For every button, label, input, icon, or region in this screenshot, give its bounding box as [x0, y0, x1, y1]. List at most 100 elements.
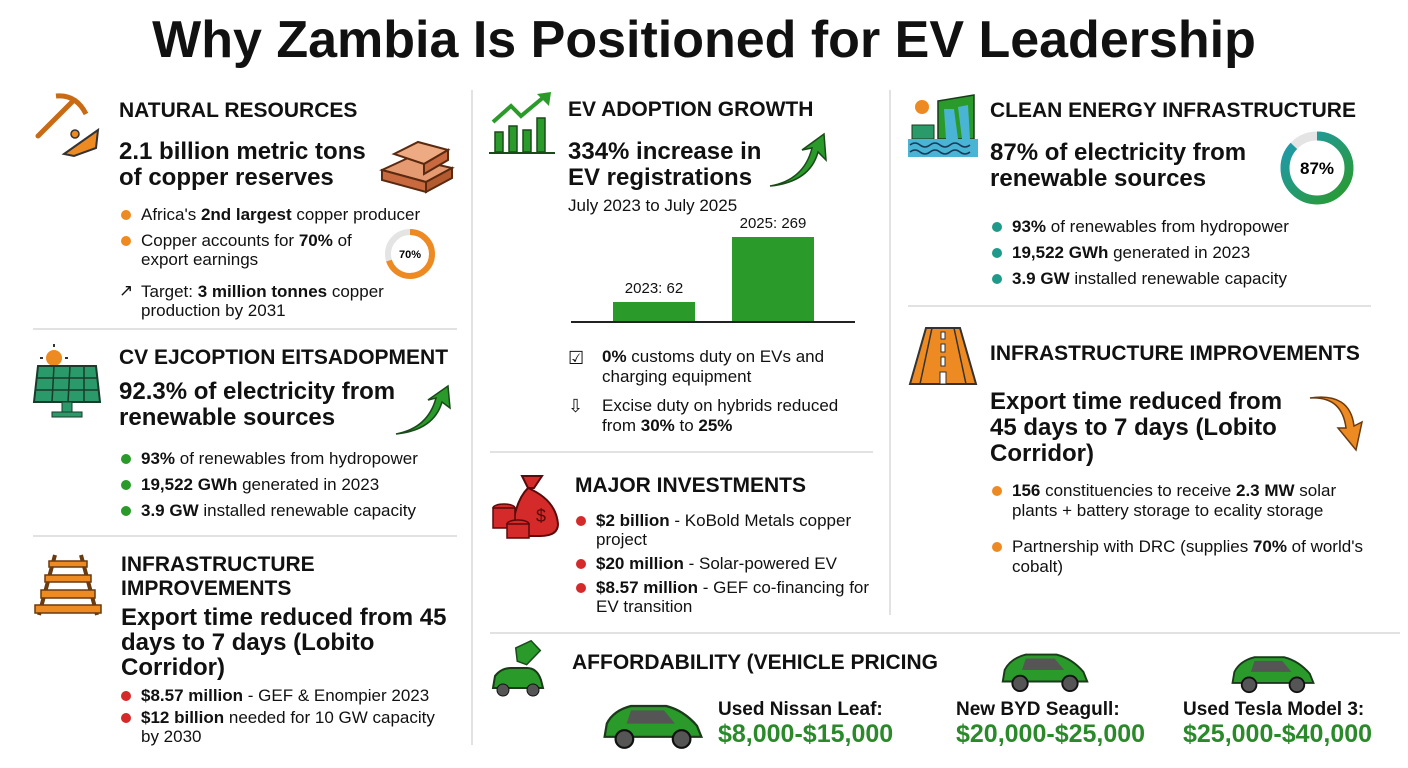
car-price-tag-icon	[491, 639, 545, 697]
text: customs duty on EVs and charging equipme…	[602, 347, 825, 386]
headline: Export time reduced from 45 days to 7 da…	[990, 388, 1283, 467]
highlight-text: 19,522 GWh	[141, 475, 238, 494]
bullet-icon	[121, 506, 131, 516]
bullet-list: Africa's 2nd largest copper producer Copp…	[119, 205, 454, 276]
bullet-icon	[576, 559, 586, 569]
highlight-text: 30%	[640, 416, 675, 435]
list-item: $12 billion needed for 10 GW capacity by…	[119, 708, 449, 746]
highlight-text: 0%	[602, 347, 627, 366]
bullet-icon	[992, 274, 1002, 284]
text: installed renewable capacity	[1069, 269, 1287, 288]
sedan-car-icon	[1208, 648, 1338, 694]
text: copper producer	[291, 205, 421, 224]
bullet-list: $2 billion - KoBold Metals copper projec…	[574, 511, 874, 621]
text: Copper accounts for	[141, 231, 299, 250]
highlight-text: 3.9 GW	[141, 501, 199, 520]
section-header: MAJOR INVESTMENTS	[575, 474, 807, 497]
section-header: NATURAL RESOURCES	[119, 99, 358, 122]
highlight-text: $20 million	[596, 554, 684, 573]
highlight-text: $2 billion	[596, 511, 670, 530]
text: of renewables from hydropower	[175, 449, 418, 468]
headline: Export time reduced from 45 days to 7 da…	[121, 604, 447, 681]
list-item: 93% of renewables from hydropower	[119, 449, 464, 468]
bullet-icon	[121, 236, 131, 246]
chart-baseline	[571, 321, 855, 323]
money-bag-icon: $	[492, 475, 560, 539]
bar-2025	[732, 237, 814, 321]
copper-ingots-icon	[379, 140, 455, 194]
highlight-text: 19,522 GWh	[1012, 243, 1109, 262]
list-item: $8.57 million - GEF & Enompier 2023	[119, 686, 449, 705]
text: copper production by 2031	[141, 282, 384, 320]
bullet-list: 93% of renewables from hydropower 19,522 …	[119, 449, 464, 527]
bullet-icon	[121, 691, 131, 701]
period: July 2023 to July 2025	[568, 196, 738, 215]
text: - KoBold Metals copper project	[596, 511, 852, 549]
text: - Solar-powered EV	[683, 554, 837, 573]
bullet-icon	[992, 248, 1002, 258]
bullet-icon	[992, 222, 1002, 232]
highlight-text: 2.3 MW	[1235, 481, 1295, 500]
column-divider	[471, 90, 473, 745]
pickaxe-icon	[35, 93, 100, 158]
highlight-text: $8.57 million	[596, 578, 699, 597]
bullet-icon	[121, 454, 131, 464]
text: installed renewable capacity	[198, 501, 416, 520]
hydro-dam-icon	[908, 94, 978, 157]
list-item: $2 billion - KoBold Metals copper projec…	[574, 511, 874, 549]
donut-70-percent: 70%	[385, 229, 435, 279]
vehicle-price: $20,000-$25,000	[956, 720, 1146, 748]
bullet-list: $8.57 million - GEF & Enompier 2023 $12 b…	[119, 686, 449, 749]
growth-arrow-icon	[769, 132, 827, 187]
headline: 92.3% of electricity from renewable sour…	[119, 378, 396, 431]
bullet-icon	[121, 713, 131, 723]
text: constituencies to receive	[1040, 481, 1236, 500]
section-header: AFFORDABILITY (VEHICLE PRICING	[572, 651, 938, 674]
highlight-text: 3 million tonnes	[197, 282, 328, 301]
vehicle-price: $8,000-$15,000	[718, 720, 894, 748]
list-item: 3.9 GW installed renewable capacity	[990, 269, 1360, 288]
vehicle-name: New BYD Seagull:	[956, 699, 1120, 720]
text: needed for 10 GW capacity by 2030	[141, 708, 435, 746]
donut-label: 70%	[399, 249, 421, 261]
list-item: $20 million - Solar-powered EV	[574, 554, 874, 573]
vehicle-price: $25,000-$40,000	[1183, 720, 1373, 748]
list-item: Copper accounts for 70% of export earnin…	[119, 231, 374, 269]
policy-item: ⇩ Excise duty on hybrids reduced from 30…	[568, 396, 868, 436]
section-header: CV EJCOPTION EITSADOPMENT	[119, 346, 449, 369]
checkbox-icon: ☑	[568, 348, 585, 368]
highlight-text: 2nd largest	[200, 205, 292, 224]
policy-list: ☑ 0% customs duty on EVs and charging eq…	[568, 347, 868, 443]
section-divider	[490, 451, 873, 453]
list-item: 3.9 GW installed renewable capacity	[119, 501, 464, 520]
down-arrow-icon: ⇩	[568, 396, 584, 416]
list-item: Africa's 2nd largest copper producer	[119, 205, 454, 224]
highlight-text: 3.9 GW	[1012, 269, 1070, 288]
trend-up-arrow-icon: ↗	[119, 281, 134, 300]
text: of renewables from hydropower	[1046, 217, 1289, 236]
text: Target:	[141, 282, 198, 301]
highlight-text: 156	[1012, 481, 1041, 500]
section-header: CLEAN ENERGY INFRASTRUCTURE	[990, 99, 1356, 122]
highlight-text: 25%	[698, 416, 733, 435]
section-divider	[33, 328, 457, 330]
vehicle-name: Used Nissan Leaf:	[718, 699, 883, 720]
list-item: Partnership with DRC (supplies 70% of wo…	[990, 537, 1370, 577]
solar-panel-icon	[32, 344, 102, 418]
bullet-icon	[992, 486, 1002, 496]
highlight-text: 70%	[298, 231, 333, 250]
text: generated in 2023	[1108, 243, 1251, 262]
list-item: 156 constituencies to receive 2.3 MW sol…	[990, 481, 1370, 521]
headline: 87% of electricity from renewable source…	[990, 139, 1247, 192]
highlight-text: $8.57 million	[141, 686, 244, 705]
text: - GEF co-financing for EV transition	[596, 578, 870, 616]
growth-chart-icon	[489, 92, 555, 154]
section-divider	[490, 632, 1400, 634]
section-header: INFRASTRUCTURE IMPROVEMENTS	[990, 342, 1360, 365]
bullet-list: 93% of renewables from hydropower 19,522 …	[990, 217, 1360, 295]
target-line: ↗ Target: 3 million tonnes copper product…	[119, 281, 429, 327]
highlight-text: 93%	[141, 449, 176, 468]
vehicle-name: Used Tesla Model 3:	[1183, 699, 1365, 720]
section-divider	[908, 305, 1371, 307]
dollar-sign-icon: $	[536, 506, 546, 526]
